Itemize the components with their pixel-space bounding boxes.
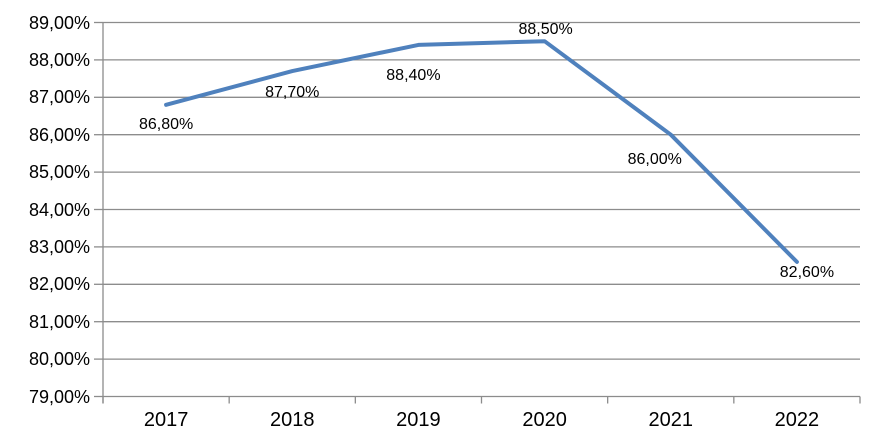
data-series-line [164,39,799,264]
y-axis-tick-label: 79,00% [28,386,90,407]
data-point-label: 88,50% [518,21,573,39]
y-axis-tick-label: 83,00% [28,236,90,257]
x-axis-category-label: 2021 [648,409,694,431]
y-axis-tick-label: 80,00% [28,349,90,370]
y-axis-tick-label: 89,00% [28,12,90,33]
data-point-label: 87,70% [265,84,320,102]
data-point-label: 88,40% [386,66,441,84]
y-axis-tick-label: 88,00% [28,49,90,70]
x-axis-category-label: 2020 [522,409,567,431]
x-axis-category-label: 2022 [774,409,820,431]
x-axis-category-label: 2017 [143,409,189,431]
y-axis-tick-label: 82,00% [28,274,90,295]
y-axis-tick-label: 85,00% [28,162,90,183]
y-axis-tick-label: 84,00% [28,199,90,220]
x-axis-category-label: 2019 [396,409,441,431]
y-axis-tick-label: 86,00% [28,124,90,145]
data-point-label: 82,60% [779,263,835,281]
x-axis-category-label: 2018 [270,409,315,431]
data-point-label: 86,00% [627,150,682,168]
y-axis-tick-label: 81,00% [28,311,90,332]
data-point-label: 86,80% [138,115,194,133]
y-axis-tick-label: 87,00% [28,87,90,108]
